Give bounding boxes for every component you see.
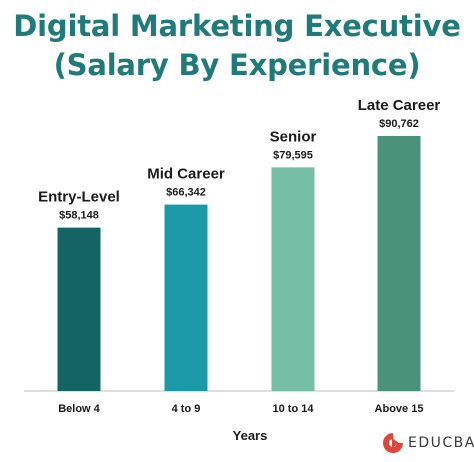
brand-name: EDUCBA — [408, 435, 474, 451]
educba-logo-icon — [383, 433, 403, 453]
bar-1 — [57, 227, 101, 391]
bar-2 — [164, 204, 208, 391]
bar-3 — [271, 167, 315, 391]
x-axis-title: Years — [233, 428, 268, 443]
data-label-1: $58,148 — [59, 210, 99, 222]
data-label-4: $90,762 — [379, 118, 419, 130]
data-label-3: $79,595 — [273, 149, 313, 161]
x-tick-label-2: 4 to 9 — [172, 403, 201, 415]
stage-label-1: Entry-Level — [38, 189, 120, 206]
x-tick-label-1: Below 4 — [58, 403, 100, 415]
bar-4 — [377, 136, 421, 391]
chart-title-line-1: Digital Marketing Executive — [13, 9, 461, 43]
stage-label-2: Mid Career — [147, 166, 225, 183]
x-tick-label-4: Above 15 — [375, 403, 424, 415]
data-label-2: $66,342 — [166, 187, 206, 199]
stage-label-4: Late Career — [358, 97, 441, 114]
x-tick-label-3: 10 to 14 — [273, 403, 315, 415]
stage-label-3: Senior — [270, 128, 317, 145]
chart-title-line-2: (Salary By Experience) — [53, 48, 421, 82]
educba-logo: EDUCBA — [382, 431, 474, 455]
